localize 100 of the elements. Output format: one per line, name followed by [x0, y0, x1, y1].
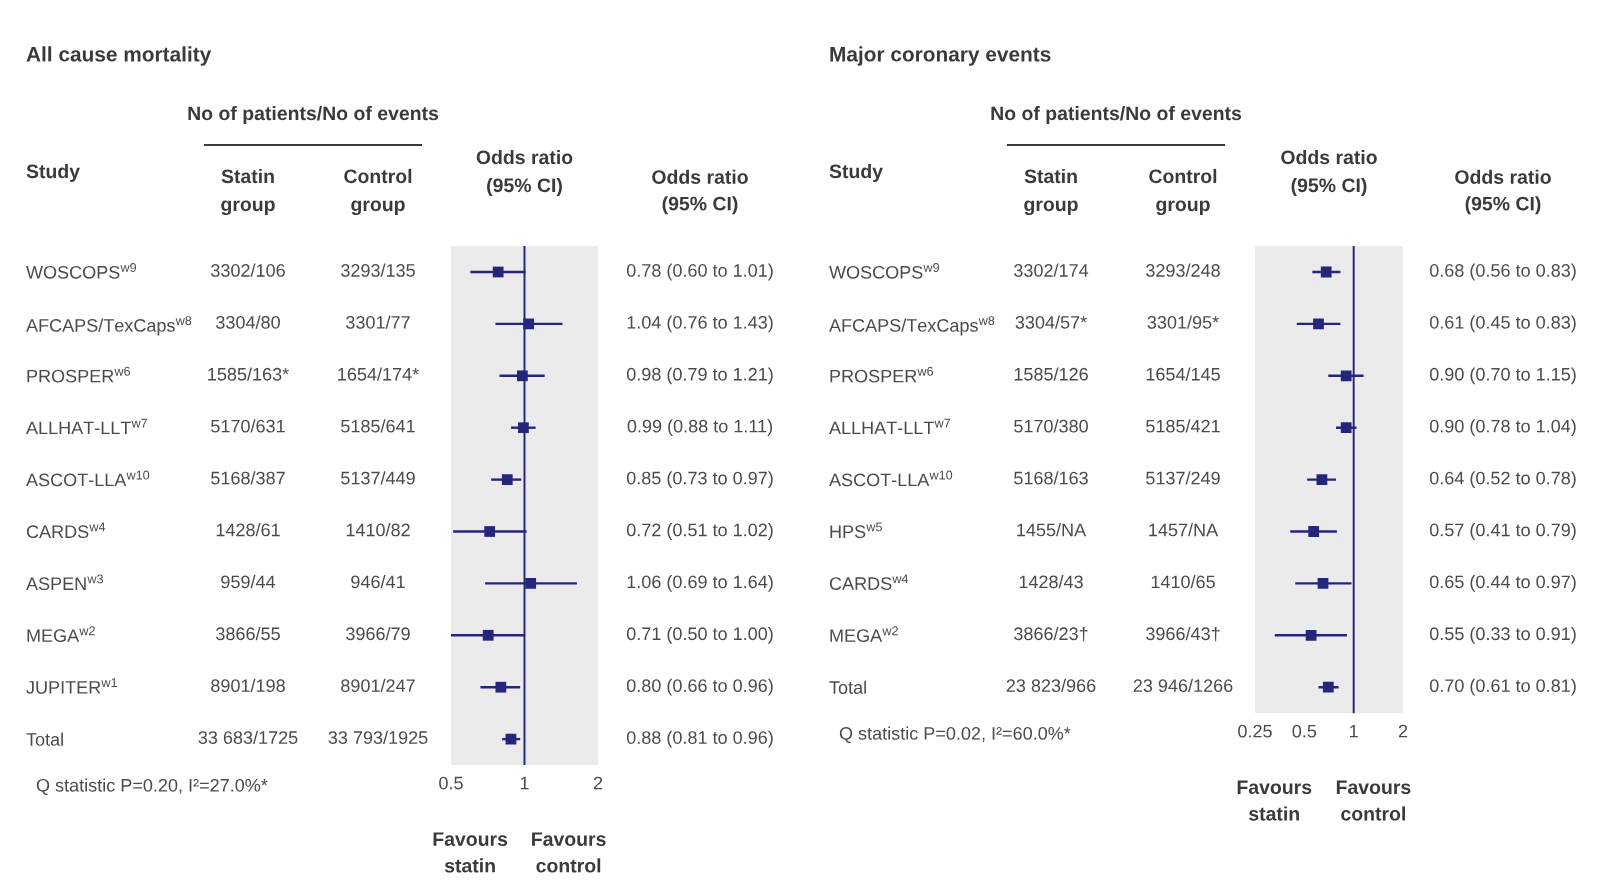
text: 1410/82	[346, 523, 410, 537]
text: 5168/163	[1014, 471, 1088, 485]
point	[516, 370, 528, 382]
text: 3301/95*	[1147, 315, 1219, 329]
text: No of patients/No of events	[188, 105, 439, 125]
x-tick-label: 2	[593, 776, 603, 790]
text: 33 683/1725	[198, 730, 298, 744]
x-tick-label: 1	[1350, 724, 1358, 738]
x-tick-label: 2	[1398, 724, 1408, 738]
text: 3301/77	[346, 315, 410, 329]
category-label: ALLHAT-LLT$^{w7}$	[829, 418, 951, 435]
text: Q statistic P=0.02, I²=60.0%*	[839, 726, 1071, 744]
text: 33 793/1925	[328, 730, 428, 744]
text: Favours control	[532, 832, 606, 873]
text: 5137/249	[1146, 471, 1220, 485]
data-label: 0.55 (0.33 to 0.91)	[1429, 626, 1576, 644]
point	[484, 526, 496, 537]
text: Odds ratio (95% CI)	[652, 169, 748, 215]
text: 5170/380	[1014, 419, 1088, 433]
text: No of patients/No of events	[991, 105, 1242, 125]
text: Major coronary events	[830, 46, 1051, 66]
data-label: 0.80 (0.66 to 0.96)	[626, 678, 773, 696]
x-tick-label: 0.25	[1238, 724, 1272, 738]
category-label: AFCAPS/TexCaps$^{w8}$	[829, 316, 995, 336]
data-label: 0.70 (0.61 to 0.81)	[1429, 678, 1576, 696]
text: 3293/135	[341, 263, 415, 277]
point	[1313, 318, 1324, 330]
text: All cause mortality	[26, 46, 212, 66]
text: Q statistic P=0.20, I²=27.0%*	[36, 778, 268, 795]
point	[1317, 578, 1329, 589]
point	[1316, 474, 1328, 485]
text: Favours control	[1336, 780, 1411, 821]
data-label: 0.64 (0.52 to 0.78)	[1429, 471, 1576, 489]
text: 8901/247	[341, 678, 415, 693]
data-label: 0.71 (0.50 to 1.00)	[626, 626, 773, 644]
text: 3293/248	[1146, 263, 1220, 277]
text: 3302/106	[211, 263, 285, 277]
data-label: 0.85 (0.73 to 0.97)	[626, 471, 773, 489]
text: 1428/61	[216, 523, 280, 537]
point	[518, 422, 529, 434]
category-label: Statin group	[1024, 168, 1078, 216]
data-label: 0.78 (0.60 to 1.01)	[626, 263, 773, 281]
category-label: ASCOT-LLA$^{w10}$	[829, 470, 953, 487]
point	[492, 266, 504, 278]
data-label: 0.65 (0.44 to 0.97)	[1429, 574, 1576, 592]
text: Favours statin	[1237, 780, 1312, 821]
text: Study	[26, 163, 80, 183]
point	[1340, 370, 1352, 382]
text: 5168/387	[211, 471, 285, 485]
category-label: MEGA$^{w2}$	[830, 626, 898, 642]
text: Favours statin	[433, 832, 508, 873]
category-label: Total	[829, 680, 866, 694]
category-label: Total	[26, 732, 63, 746]
category-label: HPS$^{w5}$	[830, 522, 882, 539]
x-tick-label: 1	[520, 776, 529, 790]
text: 1654/174*	[338, 367, 419, 381]
x-tick-label: 0.5	[1292, 724, 1317, 738]
text: 3866/55	[216, 626, 280, 641]
text: 1585/163*	[208, 367, 289, 381]
point	[495, 681, 507, 693]
x-axis-title: Odds ratio (95% CI)	[476, 149, 573, 197]
point	[1340, 422, 1352, 434]
text: 3304/80	[216, 315, 280, 329]
data-label: 1.04 (0.76 to 1.43)	[627, 315, 773, 333]
category-label: CARDS$^{w4}$	[829, 574, 909, 590]
text: 3966/43†	[1146, 626, 1220, 642]
text: 5170/631	[211, 419, 285, 433]
text: 1410/65	[1151, 574, 1215, 589]
data-label: 0.72 (0.51 to 1.02)	[626, 523, 773, 540]
text: 23 946/1266	[1133, 678, 1233, 693]
data-label: 0.90 (0.78 to 1.04)	[1429, 419, 1576, 437]
text: 3866/23†	[1014, 626, 1088, 642]
category-label: WOSCOPS$^{w9}$	[26, 263, 137, 279]
text: 23 823/966	[1006, 678, 1096, 693]
point	[1308, 526, 1320, 537]
data-label: 0.61 (0.45 to 0.83)	[1429, 315, 1576, 333]
data-label: 0.99 (0.88 to 1.11)	[627, 419, 772, 437]
point	[1322, 681, 1334, 693]
text: 5185/641	[341, 419, 415, 433]
point	[501, 474, 513, 485]
text: 3966/79	[346, 626, 410, 641]
x-tick-label: 0.5	[439, 776, 463, 790]
text: 1457/NA	[1149, 523, 1219, 537]
category-label: JUPITER$^{w1}$	[26, 678, 117, 694]
x-axis-title: Odds ratio (95% CI)	[1281, 149, 1377, 197]
data-label: 0.90 (0.70 to 1.15)	[1429, 367, 1576, 385]
category-label: WOSCOPS$^{w9}$	[829, 263, 940, 279]
category-label: PROSPER$^{w6}$	[830, 366, 934, 383]
category-label: MEGA$^{w2}$	[27, 626, 95, 642]
category-label: CARDS$^{w4}$	[26, 522, 106, 539]
text: 1428/43	[1019, 574, 1083, 589]
text: 5137/449	[341, 471, 415, 485]
text: Odds ratio (95% CI)	[1455, 169, 1551, 215]
category-label: AFCAPS/TexCaps$^{w8}$	[26, 316, 192, 336]
text: 946/41	[351, 574, 405, 589]
data-label: 0.68 (0.56 to 0.83)	[1429, 263, 1576, 281]
data-label: 1.06 (0.69 to 1.64)	[627, 574, 773, 592]
category-label: Statin group	[221, 168, 275, 216]
category-label: Control group	[1149, 168, 1217, 216]
category-label: Control group	[344, 168, 412, 216]
